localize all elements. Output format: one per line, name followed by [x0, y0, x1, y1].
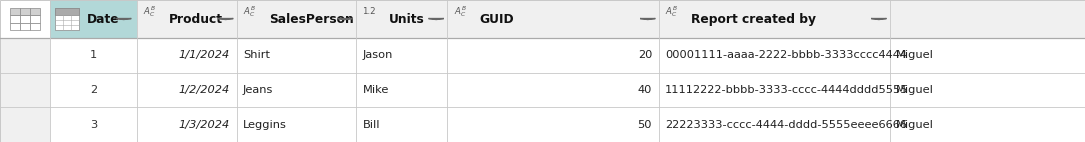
Bar — [356, 0, 447, 38]
Bar — [55, 8, 79, 30]
Text: 1: 1 — [90, 50, 97, 60]
Text: 1/2/2024: 1/2/2024 — [179, 85, 230, 95]
Text: Jason: Jason — [362, 50, 393, 60]
Bar — [10, 8, 20, 15]
Bar — [30, 23, 40, 30]
Bar — [237, 0, 356, 38]
Text: 40: 40 — [638, 85, 652, 95]
Bar — [659, 0, 890, 38]
Bar — [447, 0, 659, 38]
Text: Miguel: Miguel — [896, 85, 934, 95]
Bar — [50, 0, 137, 38]
Text: Shirt: Shirt — [243, 50, 270, 60]
Text: $A^B_C$: $A^B_C$ — [665, 5, 678, 19]
Text: 1/1/2024: 1/1/2024 — [179, 50, 230, 60]
Text: Jeans: Jeans — [243, 85, 273, 95]
Text: GUID: GUID — [480, 12, 514, 26]
Bar — [10, 23, 20, 30]
Text: Product: Product — [169, 12, 224, 26]
Text: $A^B_C$: $A^B_C$ — [243, 5, 256, 19]
Bar — [20, 23, 30, 30]
Bar — [890, 0, 1085, 38]
Bar — [50, 0, 137, 38]
Text: Leggins: Leggins — [243, 120, 286, 130]
Text: $A^B_C$: $A^B_C$ — [454, 5, 467, 19]
Text: Report created by: Report created by — [691, 12, 816, 26]
Text: 1.2: 1.2 — [362, 7, 376, 16]
Text: SalesPerson: SalesPerson — [269, 12, 354, 26]
Bar — [55, 8, 79, 15]
Bar — [20, 15, 30, 23]
Text: 3: 3 — [90, 120, 97, 130]
Text: 22223333-cccc-4444-dddd-5555eeee6666: 22223333-cccc-4444-dddd-5555eeee6666 — [665, 120, 907, 130]
Text: Mike: Mike — [362, 85, 388, 95]
Text: 00001111-aaaa-2222-bbbb-3333cccc4444: 00001111-aaaa-2222-bbbb-3333cccc4444 — [665, 50, 907, 60]
Text: Miguel: Miguel — [896, 120, 934, 130]
Text: 1/3/2024: 1/3/2024 — [179, 120, 230, 130]
Text: 50: 50 — [638, 120, 652, 130]
Bar — [0, 38, 50, 73]
Text: 20: 20 — [638, 50, 652, 60]
Text: 11112222-bbbb-3333-cccc-4444dddd5555: 11112222-bbbb-3333-cccc-4444dddd5555 — [665, 85, 908, 95]
Bar — [0, 107, 50, 142]
Bar — [20, 8, 30, 15]
Text: 2: 2 — [90, 85, 97, 95]
Text: $A^B_C$: $A^B_C$ — [143, 5, 156, 19]
Bar — [10, 15, 20, 23]
Text: Units: Units — [388, 12, 424, 26]
Bar — [30, 8, 40, 15]
Bar — [0, 73, 50, 107]
Text: Bill: Bill — [362, 120, 380, 130]
Bar — [137, 0, 237, 38]
Bar — [30, 15, 40, 23]
Text: Miguel: Miguel — [896, 50, 934, 60]
Text: Date: Date — [87, 12, 119, 26]
